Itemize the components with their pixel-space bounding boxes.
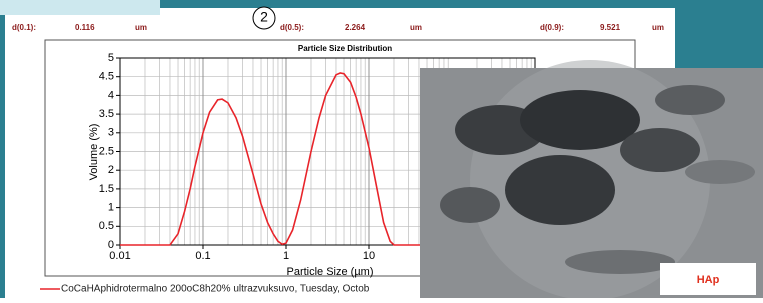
y-tick-label: 4.5 [99, 71, 114, 83]
particle [505, 155, 615, 225]
particle [620, 128, 700, 172]
x-tick-label: 1 [283, 250, 289, 262]
y-tick-label: 3 [108, 127, 114, 139]
tem-image: HAp [420, 60, 763, 298]
particle [520, 90, 640, 150]
d50-unit: um [410, 23, 422, 32]
screenshot: d(0.1): 0.116 um 2 d(0.5): 2.264 um d(0.… [0, 0, 763, 298]
top-tab [0, 0, 160, 15]
image-label: HAp [697, 274, 720, 286]
x-tick-label: 10 [363, 250, 375, 262]
x-tick-label: 0.1 [195, 250, 210, 262]
y-tick-label: 0.5 [99, 220, 114, 232]
particle [565, 250, 675, 274]
legend-label: CoCaHAphidrotermalno 200oC8h20% ultrazvu… [61, 284, 370, 295]
d10-label: d(0.1): [12, 23, 36, 32]
y-tick-label: 1.5 [99, 183, 114, 195]
d50-value: 2.264 [345, 23, 366, 32]
d90-label: d(0.9): [540, 23, 564, 32]
x-tick-label: 0.01 [109, 250, 130, 262]
d90-unit: um [652, 23, 664, 32]
y-tick-label: 4 [108, 89, 114, 101]
y-tick-label: 3.5 [99, 108, 114, 120]
marker: 2 [260, 9, 268, 25]
d90-value: 9.521 [600, 23, 621, 32]
d10-value: 0.116 [75, 23, 95, 32]
y-tick-label: 2.5 [99, 145, 114, 157]
x-axis-label: Particle Size (µm) [286, 266, 373, 278]
particle [685, 160, 755, 184]
d10-unit: um [135, 23, 147, 32]
particle [440, 187, 500, 223]
y-tick-label: 5 [108, 52, 114, 64]
particle [655, 85, 725, 115]
y-tick-label: 2 [108, 164, 114, 176]
y-tick-label: 1 [108, 202, 114, 214]
d50-label: d(0.5): [280, 23, 304, 32]
chart-title: Particle Size Distribution [298, 44, 392, 53]
